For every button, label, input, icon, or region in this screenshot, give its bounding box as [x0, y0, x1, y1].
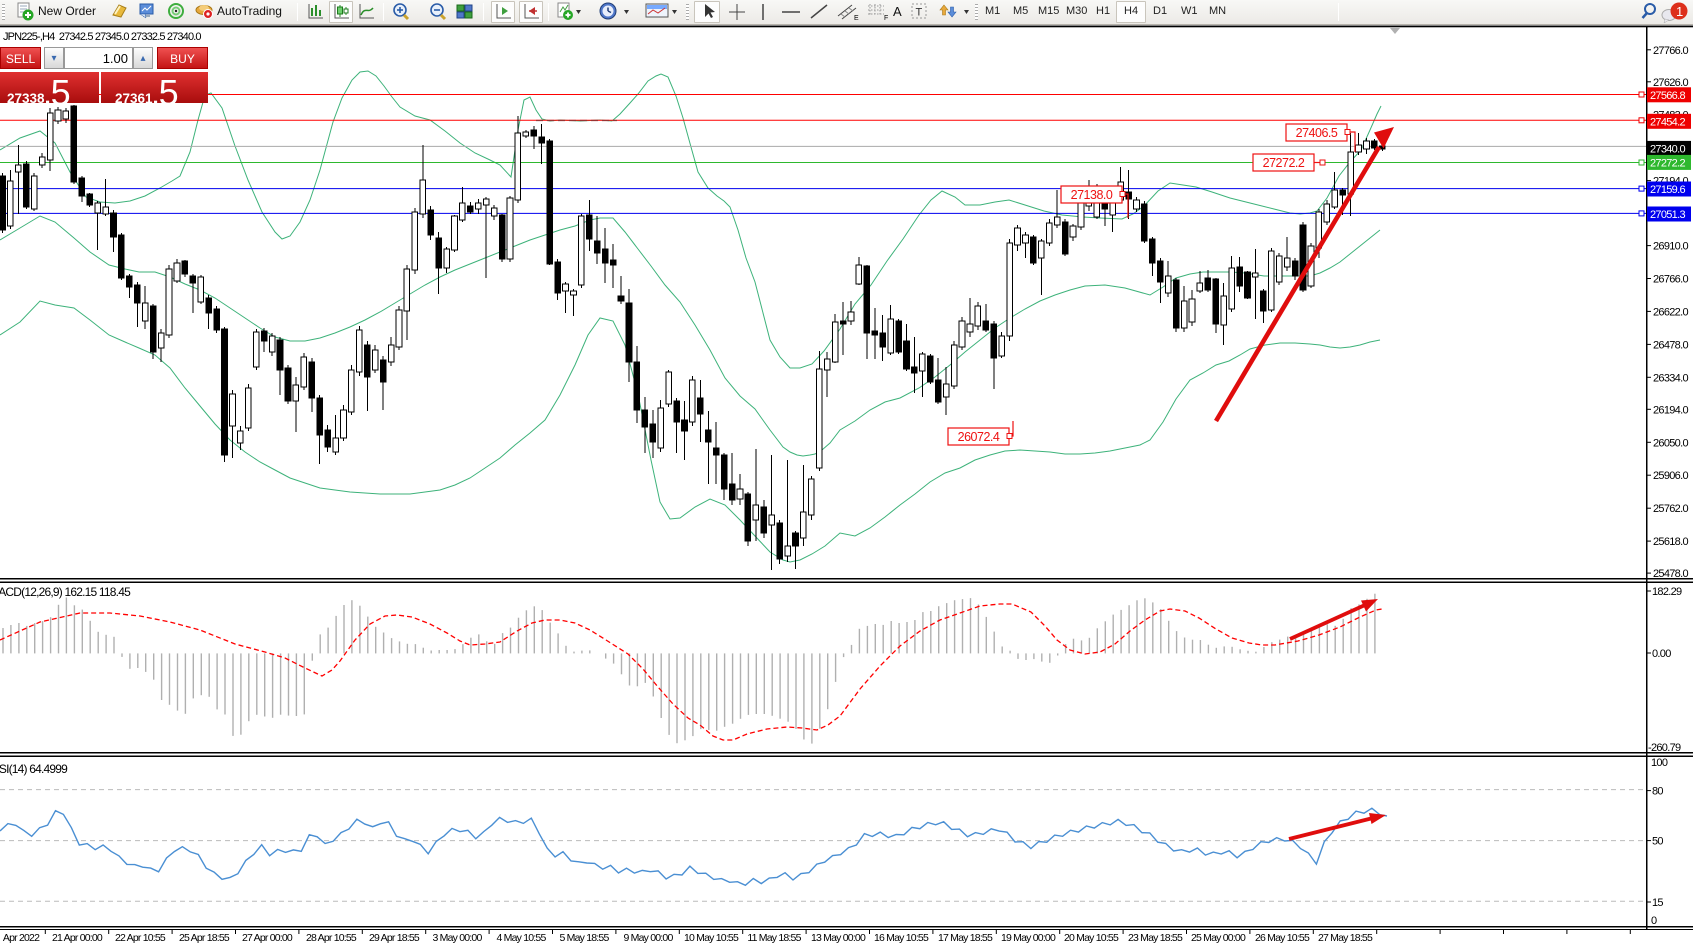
- svg-text:28 Apr 10:55: 28 Apr 10:55: [306, 932, 357, 944]
- svg-text:27159.6: 27159.6: [1650, 184, 1685, 196]
- svg-text:26910.0: 26910.0: [1653, 241, 1688, 253]
- svg-text:80: 80: [1652, 786, 1663, 798]
- svg-text:26050.0: 26050.0: [1653, 437, 1688, 449]
- svg-text:27340.0: 27340.0: [1650, 143, 1685, 155]
- svg-text:26622.0: 26622.0: [1653, 306, 1688, 318]
- svg-text:25762.0: 25762.0: [1653, 503, 1688, 515]
- svg-text:27 May 18:55: 27 May 18:55: [1318, 932, 1373, 944]
- svg-text:27626.0: 27626.0: [1653, 77, 1688, 89]
- svg-text:9 May 00:00: 9 May 00:00: [624, 932, 674, 944]
- svg-text:27406.5: 27406.5: [1296, 126, 1338, 140]
- svg-text:27138.0: 27138.0: [1071, 188, 1113, 202]
- svg-text:20 May 10:55: 20 May 10:55: [1064, 932, 1119, 944]
- svg-text:19 May 00:00: 19 May 00:00: [1001, 932, 1056, 944]
- svg-text:26 May 10:55: 26 May 10:55: [1255, 932, 1310, 944]
- svg-text:25 Apr 18:55: 25 Apr 18:55: [179, 932, 230, 944]
- svg-text:25906.0: 25906.0: [1653, 470, 1688, 482]
- svg-text:F: F: [884, 15, 888, 22]
- svg-text:26478.0: 26478.0: [1653, 339, 1688, 351]
- svg-text:27 Apr 00:00: 27 Apr 00:00: [242, 932, 293, 944]
- svg-text:T: T: [916, 7, 923, 19]
- svg-text:27272.2: 27272.2: [1263, 156, 1305, 170]
- svg-text:4 May 10:55: 4 May 10:55: [497, 932, 547, 944]
- svg-text:16 May 10:55: 16 May 10:55: [874, 932, 929, 944]
- svg-text:0: 0: [1651, 915, 1657, 927]
- svg-text:21 Apr 00:00: 21 Apr 00:00: [52, 932, 103, 944]
- svg-text:27051.3: 27051.3: [1650, 209, 1685, 221]
- svg-text:10 May 10:55: 10 May 10:55: [684, 932, 739, 944]
- svg-text:25478.0: 25478.0: [1653, 568, 1688, 580]
- svg-text:26072.4: 26072.4: [958, 430, 1000, 444]
- svg-text:5 May 18:55: 5 May 18:55: [560, 932, 610, 944]
- svg-text:17 May 18:55: 17 May 18:55: [938, 932, 993, 944]
- svg-text:29 Apr 18:55: 29 Apr 18:55: [369, 932, 420, 944]
- svg-text:27566.8: 27566.8: [1650, 90, 1685, 102]
- svg-text:11 May 18:55: 11 May 18:55: [747, 932, 801, 944]
- svg-text:27454.2: 27454.2: [1650, 116, 1685, 128]
- svg-text:50: 50: [1652, 836, 1663, 848]
- svg-text:22 Apr 10:55: 22 Apr 10:55: [115, 932, 166, 944]
- svg-text:100: 100: [1651, 757, 1668, 769]
- svg-text:-260.79: -260.79: [1648, 742, 1681, 754]
- svg-text:27766.0: 27766.0: [1653, 45, 1688, 57]
- svg-text:26194.0: 26194.0: [1653, 404, 1688, 416]
- svg-text:15: 15: [1652, 897, 1663, 909]
- svg-text:1: 1: [1676, 4, 1683, 19]
- svg-text:26334.0: 26334.0: [1653, 372, 1688, 384]
- svg-text:Apr 2022: Apr 2022: [3, 932, 40, 944]
- svg-text:23 May 18:55: 23 May 18:55: [1128, 932, 1183, 944]
- svg-text:E: E: [854, 15, 859, 22]
- svg-text:3 May 00:00: 3 May 00:00: [433, 932, 483, 944]
- svg-text:25618.0: 25618.0: [1653, 536, 1688, 548]
- svg-text:RSI(14) 64.4999: RSI(14) 64.4999: [0, 762, 68, 776]
- svg-text:27272.2: 27272.2: [1650, 157, 1685, 169]
- svg-text:25 May 00:00: 25 May 00:00: [1191, 932, 1246, 944]
- svg-text:26766.0: 26766.0: [1653, 274, 1688, 286]
- svg-text:MACD(12,26,9) 162.15 118.45: MACD(12,26,9) 162.15 118.45: [0, 585, 131, 599]
- svg-text:0.00: 0.00: [1652, 648, 1671, 660]
- svg-text:182.29: 182.29: [1652, 586, 1682, 598]
- svg-text:13 May 00:00: 13 May 00:00: [811, 932, 866, 944]
